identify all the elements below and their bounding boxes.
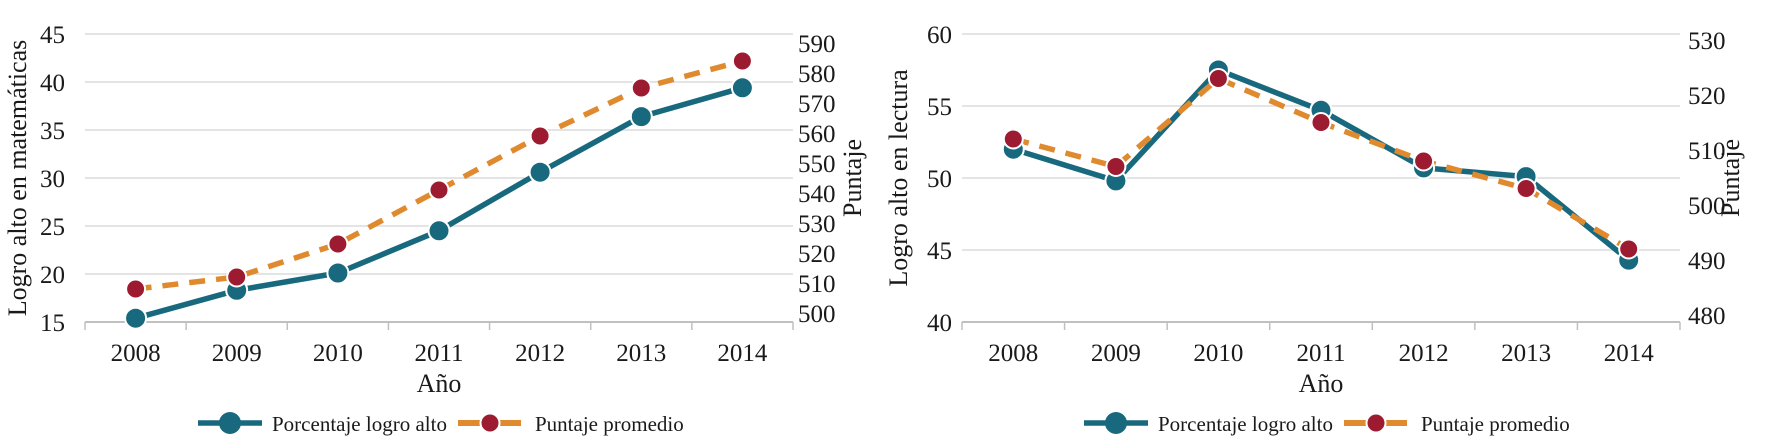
score-data-point bbox=[1207, 68, 1229, 89]
y-left-axis-title: Logro alto en lectura bbox=[886, 69, 913, 287]
x-tick-label: 2013 bbox=[616, 340, 666, 367]
y-right-tick-label: 580 bbox=[798, 61, 836, 88]
y-right-tick-label: 500 bbox=[798, 301, 836, 328]
y-left-tick-label: 45 bbox=[927, 238, 952, 265]
x-tick-label: 2013 bbox=[1501, 340, 1551, 367]
x-tick-label: 2014 bbox=[1604, 340, 1655, 367]
y-left-tick-label: 35 bbox=[40, 118, 65, 145]
y-left-tick-label: 15 bbox=[40, 310, 65, 337]
math-chart-plot: 15 20 25 30 35 40 45 500 510 520 530 540 550 560 570 58… bbox=[3, 22, 867, 436]
x-tick-label: 2010 bbox=[313, 340, 363, 367]
score-data-point bbox=[1310, 112, 1332, 133]
legend-score-marker-icon bbox=[479, 412, 501, 434]
y-right-tick-label: 530 bbox=[798, 211, 836, 238]
y-right-axis-title: Puntaje bbox=[838, 139, 867, 217]
y-left-tick-label: 45 bbox=[40, 22, 65, 49]
y-left-tick-label: 60 bbox=[927, 22, 952, 49]
pct-data-point bbox=[730, 76, 754, 100]
y-right-tick-label: 520 bbox=[1688, 83, 1726, 110]
y-right-tick-label: 480 bbox=[1688, 303, 1726, 330]
y-right-tick-label: 510 bbox=[798, 271, 836, 298]
x-tick-label: 2010 bbox=[1193, 340, 1243, 367]
pct-data-point bbox=[629, 105, 653, 129]
y-right-tick-label: 500 bbox=[1688, 193, 1726, 220]
y-left-axis-title: Logro alto en matemáticas bbox=[3, 40, 32, 317]
x-tick-label: 2008 bbox=[111, 340, 161, 367]
legend-pct-marker-icon bbox=[219, 412, 241, 434]
y-right-tick-label: 590 bbox=[798, 31, 836, 58]
score-data-point bbox=[428, 179, 450, 201]
y-left-tick-label: 20 bbox=[40, 262, 65, 289]
y-right-tick-label: 510 bbox=[1688, 138, 1726, 165]
score-data-point bbox=[1105, 156, 1127, 177]
legend-score-label: Puntaje promedio bbox=[1421, 412, 1570, 436]
score-data-point bbox=[529, 125, 551, 147]
pct-data-point bbox=[528, 160, 552, 184]
y-left-tick-label: 40 bbox=[927, 310, 952, 337]
pct-data-point bbox=[326, 261, 350, 285]
x-tick-label: 2014 bbox=[717, 340, 768, 367]
y-right-tick-label: 540 bbox=[798, 181, 836, 208]
y-left-tick-label: 55 bbox=[927, 94, 952, 121]
pct-data-point bbox=[427, 219, 451, 243]
x-tick-label: 2011 bbox=[414, 340, 463, 367]
score-data-point bbox=[1413, 150, 1435, 172]
score-series-line bbox=[135, 58, 744, 292]
legend-score-marker-icon bbox=[1365, 412, 1387, 434]
x-tick-label: 2012 bbox=[515, 340, 565, 367]
pct-data-point bbox=[124, 306, 148, 330]
x-tick-label: 2011 bbox=[1296, 340, 1345, 367]
score-data-point bbox=[1515, 178, 1537, 199]
reading-achievement-chart: 40 45 50 55 60 480 490 500 510 520 530 2008 2009 2010… bbox=[886, 0, 1772, 444]
legend-pct-label: Porcentaje logro alto bbox=[1158, 412, 1333, 436]
x-axis-title: Año bbox=[1299, 369, 1344, 398]
y-right-tick-label: 490 bbox=[1688, 248, 1726, 275]
y-right-axis-title: Puntaje bbox=[1716, 139, 1745, 217]
score-data-point bbox=[630, 77, 652, 99]
x-axis-title: Año bbox=[417, 369, 462, 398]
score-data-point bbox=[327, 233, 349, 255]
x-tick-label: 2009 bbox=[212, 340, 262, 367]
x-tick-label: 2009 bbox=[1091, 340, 1141, 367]
y-left-tick-label: 25 bbox=[40, 214, 65, 241]
reading-chart-plot: 40 45 50 55 60 480 490 500 510 520 530 2008 2009 2010… bbox=[886, 22, 1745, 436]
x-tick-label: 2012 bbox=[1399, 340, 1449, 367]
score-data-point bbox=[731, 50, 753, 72]
math-achievement-chart: 15 20 25 30 35 40 45 500 510 520 530 540 550 560 570 58… bbox=[3, 22, 867, 436]
pct-series-line bbox=[132, 85, 746, 321]
y-left-tick-label: 30 bbox=[40, 166, 65, 193]
x-tick-label: 2008 bbox=[988, 340, 1038, 367]
y-right-tick-label: 550 bbox=[798, 151, 836, 178]
legend-score-label: Puntaje promedio bbox=[535, 412, 684, 436]
y-right-tick-label: 560 bbox=[798, 121, 836, 148]
score-data-point bbox=[1002, 128, 1024, 150]
y-right-tick-label: 520 bbox=[798, 241, 836, 268]
y-left-tick-label: 50 bbox=[927, 166, 952, 193]
legend-pct-marker-icon bbox=[1105, 412, 1127, 434]
score-data-point bbox=[125, 278, 147, 300]
y-right-tick-label: 530 bbox=[1688, 28, 1726, 55]
y-left-tick-label: 40 bbox=[40, 70, 65, 97]
score-data-point bbox=[226, 266, 248, 288]
y-right-tick-label: 570 bbox=[798, 91, 836, 118]
score-data-point bbox=[1618, 238, 1640, 260]
legend-pct-label: Porcentaje logro alto bbox=[272, 412, 447, 436]
